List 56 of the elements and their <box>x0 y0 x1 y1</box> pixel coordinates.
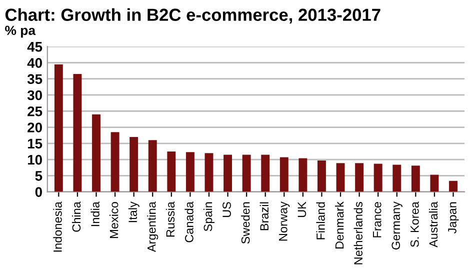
bar <box>204 153 214 192</box>
bar <box>392 164 402 192</box>
y-tick-label: 0 <box>35 187 42 197</box>
bar <box>92 114 100 192</box>
x-tick-label: Germany <box>392 202 402 250</box>
chart-title: Chart: Growth in B2C e-commerce, 2013-2017 <box>5 8 380 24</box>
x-tick-label: Brazil <box>260 202 269 230</box>
y-tick-label: 15 <box>28 138 42 149</box>
bar <box>242 154 251 192</box>
x-tick-label: Argentina <box>147 202 158 252</box>
y-tick-label: 10 <box>28 154 42 165</box>
bar <box>261 154 270 192</box>
x-tick-label: Norway <box>279 202 290 241</box>
x-tick-label: Mexico <box>110 202 118 238</box>
x-tick-label: Italy <box>128 202 140 222</box>
x-tick-label: China <box>72 202 81 232</box>
y-tick-label: 45 <box>27 42 42 52</box>
bar <box>110 132 120 192</box>
x-tick-label: Sweden <box>241 202 250 244</box>
x-tick-label: Denmark <box>335 202 344 248</box>
x-tick-label: Spain <box>203 202 214 232</box>
bar <box>317 160 326 192</box>
y-tick-label: 20 <box>28 122 42 132</box>
bar <box>298 158 308 192</box>
bar <box>280 157 288 192</box>
bar <box>54 64 63 192</box>
bar <box>374 164 382 192</box>
x-tick-label: Japan <box>448 202 459 234</box>
x-tick-label: Canada <box>184 202 194 242</box>
y-tick-label: 35 <box>27 74 42 84</box>
y-tick-label: 30 <box>27 90 42 100</box>
x-tick-label: Australia <box>428 202 438 248</box>
y-tick-label: 25 <box>28 106 42 116</box>
x-tick-label: Finland <box>316 202 325 240</box>
bar <box>449 180 458 192</box>
x-tick-label: Indonesia <box>53 202 62 252</box>
x-tick-label: France <box>373 202 382 238</box>
bar <box>73 74 82 192</box>
x-tick-label: S. Korea <box>410 202 419 247</box>
y-tick-label: 40 <box>27 58 42 68</box>
bar <box>167 151 176 192</box>
x-tick-label: US <box>222 202 231 218</box>
bar <box>411 166 420 192</box>
x-tick-label: Netherlands <box>354 202 362 264</box>
bar <box>130 136 138 192</box>
y-axis-title: % pa <box>5 26 36 38</box>
bar <box>148 140 157 192</box>
bar <box>430 174 439 192</box>
x-tick-label: Russia <box>166 202 175 237</box>
bar <box>355 163 364 192</box>
x-tick-label: UK <box>298 202 306 218</box>
bar <box>224 154 232 192</box>
x-tick-label: India <box>90 202 100 226</box>
bar <box>336 163 345 192</box>
bar <box>186 152 194 192</box>
y-tick-label: 5 <box>35 171 42 181</box>
